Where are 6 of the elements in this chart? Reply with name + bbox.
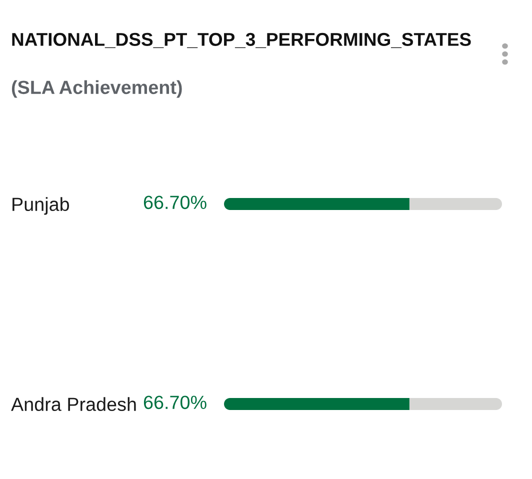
y-tick-label: Punjab xyxy=(12,197,70,215)
data-label: 66.70% xyxy=(144,396,206,410)
chart-subtitle: (SLA Achievement) xyxy=(12,80,182,98)
y-tick-label: Andra Pradesh xyxy=(11,397,136,412)
data-label: 66.70% xyxy=(144,196,206,210)
chart-title: NATIONAL_DSS_PT_TOP_3_PERFORMING_STATES xyxy=(12,32,471,48)
